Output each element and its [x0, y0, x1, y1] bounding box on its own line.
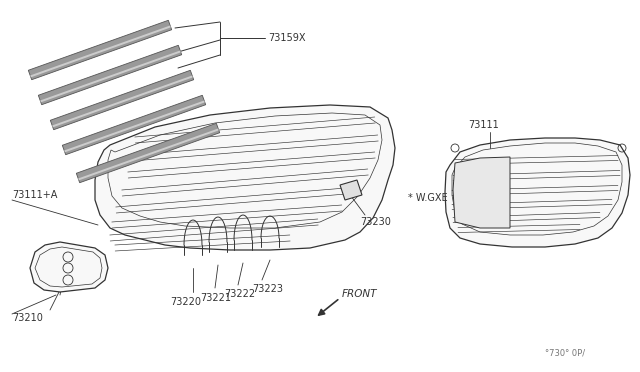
Polygon shape	[340, 180, 362, 200]
Text: °730° 0P/: °730° 0P/	[545, 349, 585, 358]
Polygon shape	[52, 76, 193, 127]
Text: 73223: 73223	[252, 284, 283, 294]
Polygon shape	[51, 70, 194, 130]
Text: 73159X: 73159X	[268, 33, 305, 43]
Polygon shape	[76, 123, 220, 183]
Text: 73210: 73210	[12, 313, 43, 323]
Text: 73111+A: 73111+A	[12, 190, 58, 200]
Polygon shape	[40, 51, 181, 102]
Polygon shape	[30, 242, 108, 292]
Text: 73230: 73230	[360, 217, 391, 227]
Polygon shape	[78, 128, 219, 180]
Polygon shape	[95, 105, 395, 250]
Polygon shape	[62, 95, 205, 155]
Polygon shape	[445, 138, 630, 247]
Polygon shape	[30, 25, 171, 77]
Polygon shape	[453, 157, 510, 228]
Text: * W.GXE: * W.GXE	[408, 193, 447, 203]
Polygon shape	[64, 100, 205, 153]
Text: 73221: 73221	[200, 293, 231, 303]
Text: 73111: 73111	[468, 120, 499, 130]
Text: 73220: 73220	[170, 297, 201, 307]
Polygon shape	[28, 20, 172, 80]
Text: FRONT: FRONT	[342, 289, 378, 299]
Text: 73222: 73222	[224, 289, 255, 299]
Polygon shape	[38, 45, 182, 105]
